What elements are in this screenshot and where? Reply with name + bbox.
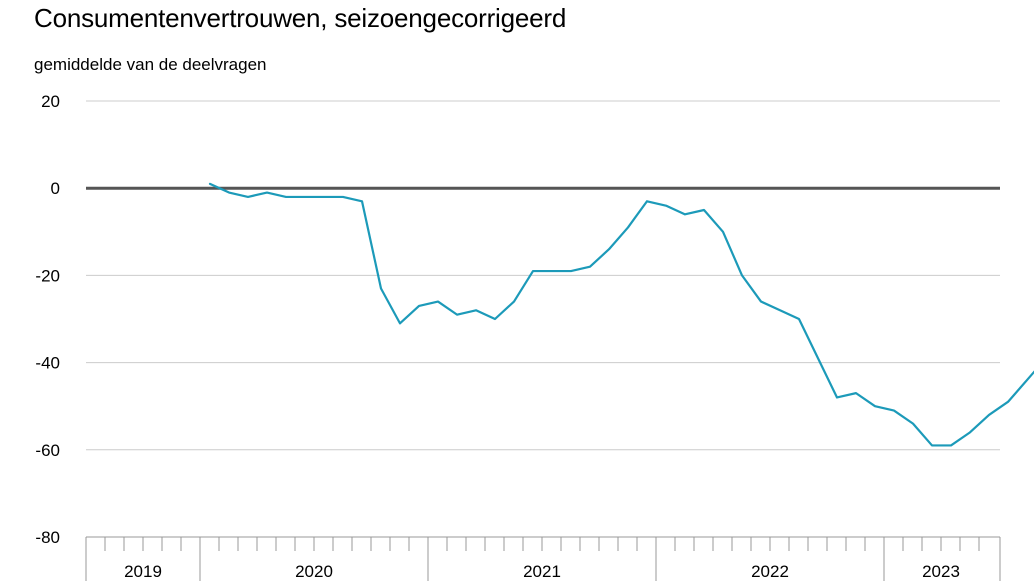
y-tick-label: 20 [41,92,60,111]
x-tick-label: 2021 [523,562,561,581]
x-tick-label: 2019 [124,562,162,581]
chart-title: Consumentenvertrouwen, seizoengecorrigee… [34,3,567,33]
series-lines [86,182,1034,447]
y-tick-label: -40 [35,354,60,373]
y-tick-label: -60 [35,441,60,460]
x-tick-label: 2020 [295,562,333,581]
grid-lines [86,100,1000,538]
y-tick-label: 0 [51,179,60,198]
x-axis: 2019 2020 2021 2022 2023 [85,536,1001,581]
y-tick-label: -20 [35,266,60,285]
y-tick-label: -80 [35,528,60,547]
chart-subtitle: gemiddelde van de deelvragen [34,55,267,74]
y-axis-ticks: 20 0 -20 -40 -60 -80 [35,92,60,547]
series-line [208,182,1034,447]
x-tick-label: 2023 [922,562,960,581]
x-tick-label: 2022 [751,562,789,581]
